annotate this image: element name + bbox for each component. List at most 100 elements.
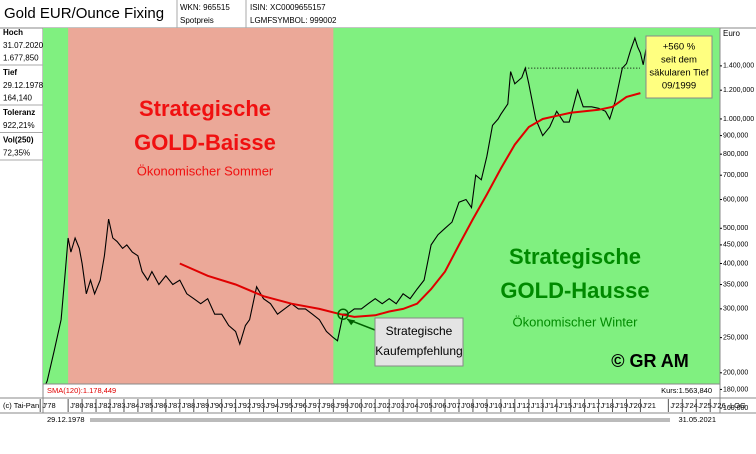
x-tick-label: J'89 (196, 401, 210, 410)
y-tick-label: 800,000 (723, 151, 748, 158)
symbol: SYMBOL: 999002 (272, 16, 337, 25)
x-tick-label: J'97 (307, 401, 321, 410)
y-tick-label: 600,000 (723, 196, 748, 203)
title: Gold EUR/Ounce Fixing (4, 5, 164, 22)
buy-marker (337, 308, 349, 320)
y-tick-label: 250,000 (723, 334, 748, 341)
x-tick-label: J'03 (391, 401, 405, 410)
x-tick-label: J'00 (349, 401, 363, 410)
x-tick-label: J'82 (98, 401, 112, 410)
x-tick-label: J'83 (112, 401, 126, 410)
x-tick-label: J'88 (182, 401, 196, 410)
gain-text: säkularen Tief (649, 68, 709, 79)
end-date: 31.05.2021 (678, 415, 716, 424)
y-tick-label: 500,000 (723, 225, 748, 232)
x-tick-label: J'78 (42, 401, 56, 410)
stat-value: 164,140 (3, 94, 32, 103)
x-tick-label: J'07 (447, 401, 461, 410)
annotation-title: GOLD-Hausse (500, 278, 649, 303)
x-tick-label: J'20 (628, 401, 642, 410)
x-tick-label: J'94 (266, 401, 280, 410)
x-tick-label: J'09 (475, 401, 489, 410)
x-tick-label: J'17 (587, 401, 601, 410)
y-tick-label: 400,000 (723, 260, 748, 267)
copyright: (c) Tai-Pan (3, 401, 39, 410)
x-tick-label: J'23 (670, 401, 684, 410)
buy-text: Kaufempfehlung (375, 344, 462, 358)
x-tick-label: J'98 (321, 401, 335, 410)
x-tick-label: J'90 (210, 401, 224, 410)
x-tick-label: J'85 (140, 401, 154, 410)
buy-arrowhead (347, 319, 356, 326)
isin: ISIN: XC0009655157 (250, 3, 326, 12)
x-tick-label: J'16 (573, 401, 587, 410)
y-tick-label: 1.000,000 (723, 116, 754, 123)
y-tick-label: 900,000 (723, 132, 748, 139)
y-tick-label: 1.400,000 (723, 63, 754, 70)
x-tick-label: J'06 (433, 401, 447, 410)
x-tick-label: J'11 (503, 401, 516, 410)
exchange: LGMF (250, 16, 272, 25)
x-tick-label: J'10 (489, 401, 503, 410)
sma-line (179, 92, 641, 318)
x-tick-label: J'08 (461, 401, 475, 410)
annotation-title: Strategische (509, 244, 641, 269)
x-tick-label: J'25 (698, 401, 712, 410)
y-unit: Euro (723, 29, 740, 38)
x-tick-label: J'86 (154, 401, 168, 410)
x-tick-label: J'92 (238, 401, 252, 410)
x-tick-label: J'01 (363, 401, 377, 410)
stat-label: Vol(250) (3, 136, 34, 145)
x-tick-label: J'87 (168, 401, 182, 410)
stat-value: 922,21% (3, 121, 35, 130)
x-tick-label: J'02 (377, 401, 391, 410)
x-tick-label: J'15 (559, 401, 573, 410)
plot (45, 36, 647, 384)
annotation-title: GOLD-Baisse (134, 130, 276, 155)
x-tick-label: J'18 (601, 401, 615, 410)
x-tick-label: J'99 (335, 401, 349, 410)
x-tick-label: J'95 (280, 401, 294, 410)
signature: © GR AM (611, 351, 689, 371)
x-tick-label: J'26 (712, 401, 726, 410)
annotation-subtitle: Ökonomischer Sommer (137, 163, 274, 178)
x-tick-label: J'93 (252, 401, 266, 410)
scale-label: LOG (730, 401, 746, 410)
x-tick-label: J'14 (545, 401, 559, 410)
stat-label: Tief (3, 68, 17, 77)
x-tick-label: J'80 (70, 401, 84, 410)
stat-value: 31.07.2020 (3, 41, 44, 50)
gain-box (645, 35, 713, 99)
gain-text: 09/1999 (662, 81, 696, 92)
annotation-title: Strategische (139, 96, 271, 121)
buy-box (374, 317, 464, 367)
x-tick-label: J'12 (517, 401, 531, 410)
x-tick-label: J'04 (405, 401, 419, 410)
stat-label: Hoch (3, 28, 23, 37)
x-tick-label: J'84 (126, 401, 140, 410)
annotation-subtitle: Ökonomischer Winter (513, 314, 639, 329)
x-tick-label: J'13 (531, 401, 545, 410)
x-tick-label: J'24 (684, 401, 698, 410)
stat-value: 1.677,850 (3, 54, 39, 63)
gain-text: seit dem (661, 55, 697, 66)
stat-label: Toleranz (3, 108, 35, 117)
y-tick-label: 1.200,000 (723, 87, 754, 94)
x-tick-label: J'21 (642, 401, 656, 410)
y-tick-label: 300,000 (723, 306, 748, 313)
gain-text: +560 % (663, 42, 696, 53)
x-tick-label: J'19 (615, 401, 629, 410)
x-tick-label: J'91 (224, 401, 238, 410)
y-tick-label: 200,000 (723, 370, 748, 377)
stat-value: 29.12.1978 (3, 81, 44, 90)
stat-value: 72,35% (3, 149, 30, 158)
wkn: WKN: 965515 (180, 3, 230, 12)
x-tick-label: J'81 (84, 401, 98, 410)
price-label: Kurs:1.563,840 (661, 386, 712, 395)
x-tick-label: J'05 (419, 401, 433, 410)
y-tick-label: 700,000 (723, 172, 748, 179)
y-tick-label: 350,000 (723, 281, 748, 288)
kind: Spotpreis (180, 16, 214, 25)
y-tick-label: 160,000 (723, 405, 748, 412)
